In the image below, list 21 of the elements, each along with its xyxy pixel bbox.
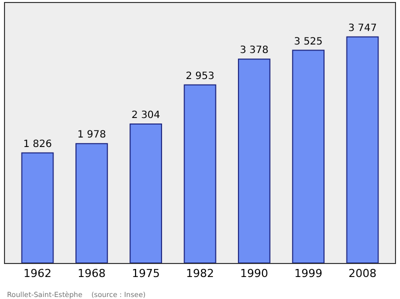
- bar: [292, 50, 325, 263]
- x-tick-label: 1975: [132, 267, 160, 280]
- bar: [21, 152, 54, 263]
- x-tick-label: 1990: [240, 267, 268, 280]
- x-tick-label: 1968: [78, 267, 106, 280]
- bar: [130, 123, 162, 263]
- data-label: 3 378: [240, 45, 268, 56]
- data-label: 2 953: [186, 70, 214, 82]
- data-label: 2 304: [132, 110, 160, 121]
- x-tick-label: 1982: [186, 267, 214, 280]
- x-tick-label: 1962: [24, 267, 52, 280]
- x-tick-label: 1999: [294, 267, 322, 280]
- data-label: 3 747: [348, 22, 377, 34]
- x-tick-label: 2008: [348, 267, 376, 280]
- bar: [346, 36, 379, 263]
- data-label: 1 978: [77, 130, 106, 141]
- bar: [184, 84, 216, 263]
- bar: [238, 58, 270, 263]
- data-label: 3 525: [294, 36, 323, 48]
- data-label: 1 826: [23, 138, 52, 150]
- bar: [75, 143, 108, 263]
